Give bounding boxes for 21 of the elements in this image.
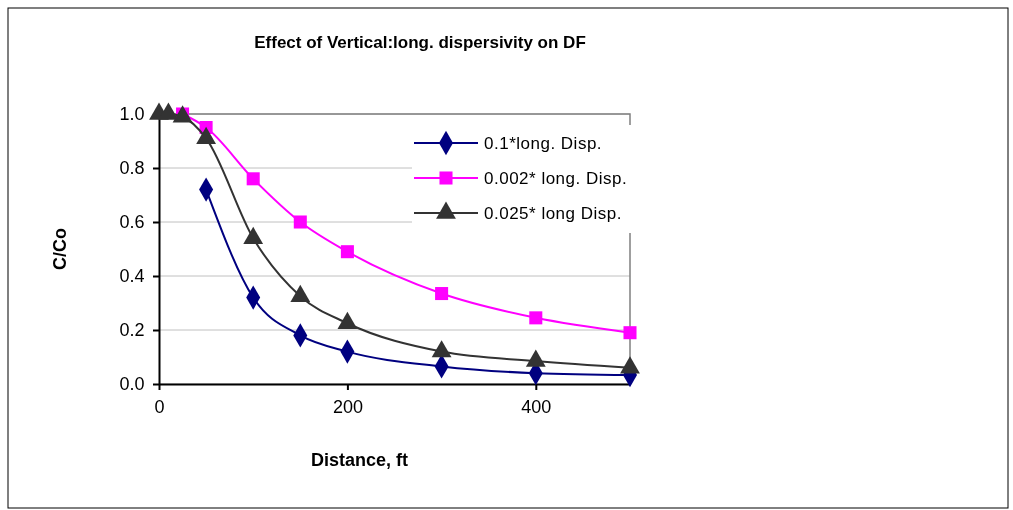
x-tick-label: 200: [332, 396, 363, 417]
y-tick-label: 0.4: [119, 266, 145, 287]
y-tick-label: 1.0: [119, 104, 145, 125]
legend-label: 0.002* long. Disp.: [484, 169, 628, 188]
legend-label: 0.025* long Disp.: [484, 204, 622, 223]
y-axis-title: C/Co: [50, 228, 70, 270]
point: [529, 311, 543, 325]
y-tick-label: 0.8: [119, 158, 145, 179]
x-axis-title: Distance, ft: [310, 450, 409, 470]
point: [623, 326, 637, 340]
point: [340, 245, 354, 259]
x-tick-label: 400: [521, 396, 552, 417]
x-tick-label: 0: [154, 396, 165, 417]
y-tick-label: 0.6: [119, 212, 145, 233]
point: [435, 287, 449, 301]
y-tick-label: 0.0: [119, 374, 145, 395]
point: [293, 215, 307, 229]
legend-label: 0.1*long. Disp.: [484, 134, 603, 153]
point: [246, 172, 260, 186]
chart-title: Effect of Vertical:long. dispersivity on DF: [254, 33, 586, 52]
y-tick-label: 0.2: [119, 320, 145, 341]
